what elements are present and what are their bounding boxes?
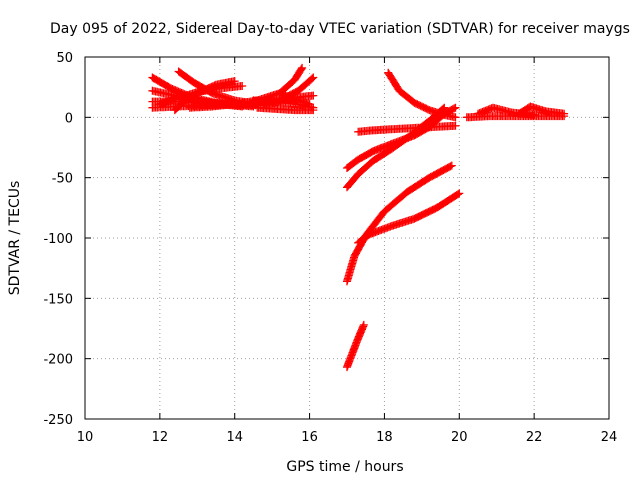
x-tick-label: 20	[451, 430, 468, 445]
x-tick-label: 22	[526, 430, 543, 445]
x-tick-label: 10	[77, 430, 94, 445]
x-tick-label: 24	[601, 430, 618, 445]
tick-layer: 10 12 14 16 18 20 22 24 -250 -200 -150 -100 -50 0 50	[43, 51, 617, 445]
y-tick-label: 0	[65, 111, 73, 126]
series-arc-19	[354, 189, 464, 247]
series-arc-23	[515, 102, 569, 118]
x-axis-label: GPS time / hours	[286, 459, 403, 475]
y-axis-label: SDTVAR / TECUs	[7, 181, 23, 296]
x-tick-label: 18	[376, 430, 393, 445]
series-markers	[343, 103, 449, 192]
series-arc-17	[384, 68, 460, 122]
y-tick-label: -200	[43, 353, 73, 368]
x-tick-label: 12	[152, 430, 169, 445]
series-markers	[384, 68, 460, 122]
series-arc-16	[343, 103, 449, 192]
series-arc-20	[343, 320, 368, 372]
y-tick-label: -250	[43, 413, 73, 428]
y-tick-label: -50	[52, 172, 73, 187]
y-tick-label: 50	[56, 51, 73, 66]
x-tick-label: 16	[301, 430, 318, 445]
series-markers	[253, 103, 318, 115]
x-tick-label: 14	[226, 430, 243, 445]
series-markers	[343, 320, 368, 372]
chart-title: Day 095 of 2022, Sidereal Day-to-day VTE…	[50, 21, 630, 37]
series-markers	[275, 89, 314, 109]
series-markers	[515, 102, 569, 118]
series-markers	[354, 189, 464, 247]
series-arc-13	[275, 89, 314, 109]
y-tick-label: -100	[43, 232, 73, 247]
data-layer	[148, 63, 569, 372]
y-tick-label: -150	[43, 292, 73, 307]
series-arc-11	[253, 103, 318, 115]
